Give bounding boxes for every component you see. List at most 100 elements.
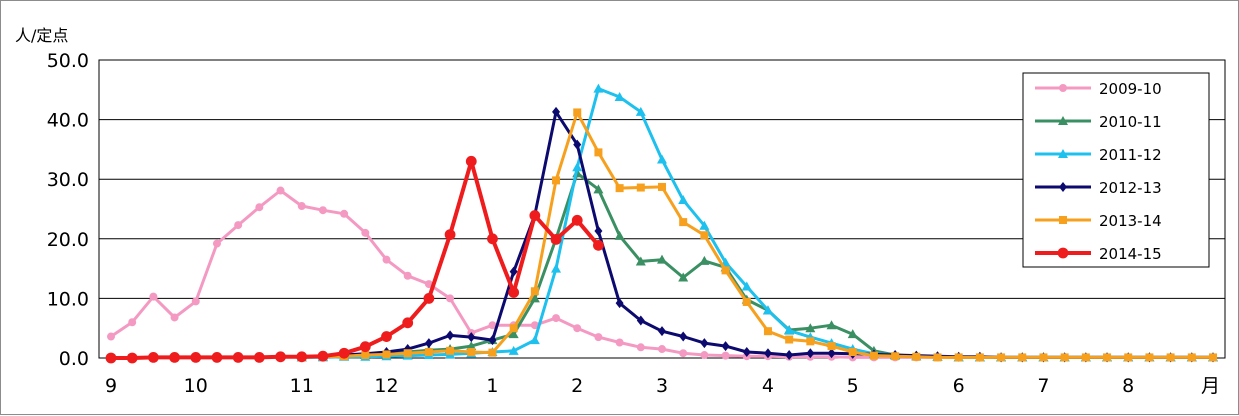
data-point	[954, 353, 963, 362]
data-point	[636, 315, 645, 326]
data-point	[488, 321, 497, 330]
legend-box	[1022, 72, 1210, 268]
y-tick-label: 40.0	[47, 110, 89, 132]
x-tick-label: 1	[486, 375, 498, 397]
data-point	[762, 305, 773, 315]
data-point	[170, 313, 179, 322]
data-point	[509, 266, 518, 277]
legend-label: 2012-13	[1099, 179, 1162, 197]
data-point	[467, 332, 476, 343]
data-point	[487, 233, 498, 245]
data-point	[635, 256, 646, 266]
y-tick-label: 50.0	[47, 50, 89, 72]
data-point	[529, 335, 540, 345]
series-layer	[105, 83, 1218, 364]
data-point	[806, 337, 815, 346]
data-point	[721, 341, 730, 352]
data-point	[508, 329, 519, 339]
data-point	[784, 325, 795, 335]
data-point	[1018, 353, 1027, 362]
data-point	[593, 83, 604, 93]
data-point	[318, 206, 327, 215]
data-point	[466, 341, 477, 351]
data-point	[741, 281, 752, 291]
data-point	[382, 350, 391, 359]
x-tick-label: 5	[847, 375, 859, 397]
data-point	[508, 345, 519, 355]
y-tick-label: 10.0	[47, 288, 89, 310]
data-point	[508, 287, 520, 298]
data-point	[658, 345, 666, 354]
data-point	[552, 314, 561, 323]
data-point	[361, 228, 370, 237]
data-point	[658, 326, 666, 337]
data-point	[657, 154, 667, 164]
data-point	[423, 293, 435, 304]
data-point	[361, 351, 370, 360]
data-point	[615, 184, 624, 193]
x-axis-ticks: 9 10 11 12 1 2 3 4 5 6 7 8	[105, 375, 1134, 397]
data-point	[212, 239, 221, 248]
data-point	[147, 352, 159, 363]
data-point	[593, 184, 604, 194]
data-point	[424, 338, 433, 349]
legend-label: 2011-12	[1099, 146, 1162, 164]
x-tick-label: 7	[1037, 375, 1049, 397]
data-point	[446, 346, 455, 355]
data-point	[128, 318, 137, 327]
data-point	[169, 352, 180, 363]
data-point	[1059, 216, 1067, 224]
data-point	[105, 352, 117, 364]
data-point	[297, 202, 306, 211]
data-point	[530, 287, 539, 296]
data-point	[975, 353, 984, 362]
y-axis-label: 人/定点	[15, 26, 68, 45]
data-point	[403, 349, 412, 358]
series-line	[111, 159, 600, 360]
data-point	[700, 231, 709, 240]
data-point	[615, 298, 624, 309]
data-point	[552, 106, 561, 117]
data-point	[126, 352, 138, 364]
data-point	[573, 108, 582, 117]
data-point	[530, 321, 539, 330]
data-point	[997, 353, 1006, 362]
data-point	[488, 335, 497, 346]
data-point	[891, 352, 900, 361]
data-point	[827, 348, 836, 359]
data-point	[763, 348, 772, 359]
data-point	[615, 338, 624, 347]
x-tick-label: 3	[656, 375, 668, 397]
x-tick-label: 11	[290, 375, 314, 397]
data-point	[552, 176, 561, 185]
data-point	[424, 348, 433, 357]
data-point	[594, 148, 603, 157]
data-point	[190, 352, 202, 363]
data-point	[721, 266, 730, 275]
data-point	[1058, 116, 1068, 125]
data-point	[763, 327, 772, 336]
data-point	[785, 350, 794, 361]
data-point	[255, 203, 264, 212]
data-point	[573, 139, 582, 150]
data-point	[191, 297, 200, 306]
data-point	[699, 220, 710, 230]
data-point	[679, 218, 688, 227]
x-tick-label: 12	[374, 375, 398, 397]
data-point	[912, 352, 921, 361]
data-point	[806, 348, 815, 359]
data-point	[211, 352, 223, 363]
data-point	[467, 348, 476, 357]
data-point	[573, 324, 582, 333]
data-point	[550, 233, 562, 245]
data-point	[826, 320, 837, 330]
x-tick-label: 9	[105, 375, 117, 397]
data-point	[742, 347, 751, 358]
data-point	[465, 155, 477, 167]
data-point	[869, 351, 878, 360]
data-point	[700, 351, 709, 360]
data-point	[381, 331, 392, 342]
legend-label: 2009-10	[1099, 80, 1162, 98]
data-point	[1103, 353, 1112, 362]
legend-label: 2010-11	[1099, 113, 1162, 131]
